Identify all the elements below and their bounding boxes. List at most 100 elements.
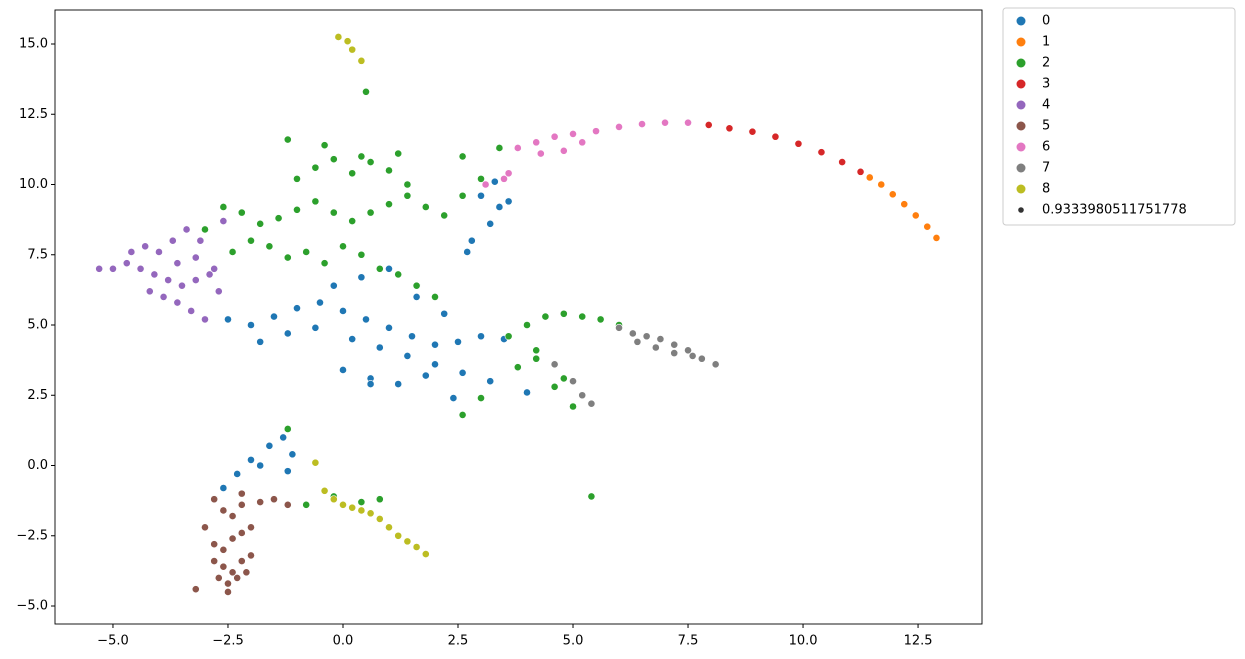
point (348, 503, 357, 512)
point (559, 374, 568, 383)
legend-marker (1016, 100, 1026, 110)
point (900, 200, 909, 209)
point (187, 307, 196, 315)
point (569, 130, 577, 138)
point (923, 222, 932, 231)
point (127, 248, 136, 256)
point (463, 248, 472, 256)
legend-label: 5 (1042, 119, 1050, 134)
point (541, 312, 550, 321)
point (228, 534, 237, 543)
point (596, 315, 605, 324)
point (320, 141, 329, 150)
point (247, 236, 255, 245)
point (348, 169, 357, 178)
point (458, 411, 467, 419)
point (366, 380, 375, 388)
point (375, 343, 384, 352)
point (233, 470, 242, 478)
point (587, 399, 596, 408)
point (122, 259, 131, 268)
point (219, 562, 228, 571)
point (247, 455, 255, 464)
point (191, 253, 200, 262)
point (205, 270, 214, 279)
point (684, 118, 692, 127)
point (270, 495, 278, 504)
y-tick-label: 15.0 (19, 37, 48, 52)
point (431, 360, 439, 369)
x-tick-label: −5.0 (97, 634, 129, 649)
point (311, 197, 320, 206)
point (550, 132, 559, 141)
point (339, 307, 347, 315)
point (283, 329, 292, 338)
point (256, 498, 265, 506)
point (661, 118, 669, 127)
point (638, 120, 646, 128)
point (366, 208, 375, 217)
point (191, 276, 200, 284)
point (311, 163, 320, 172)
point (210, 557, 219, 565)
point (136, 264, 145, 273)
point (592, 127, 600, 136)
point (467, 236, 476, 245)
legend-label: 1 (1042, 35, 1050, 50)
y-tick-label: 12.5 (19, 107, 48, 122)
point (155, 248, 163, 256)
point (302, 500, 311, 509)
point (339, 366, 347, 374)
point (477, 191, 485, 200)
point (357, 250, 366, 259)
point (224, 588, 232, 596)
point (228, 568, 237, 577)
point (569, 402, 577, 411)
point (242, 568, 251, 577)
x-tick-label: 12.5 (904, 634, 933, 649)
point (283, 467, 292, 476)
point (454, 337, 462, 346)
point (408, 332, 416, 341)
x-tick-label: 2.5 (448, 634, 469, 649)
point (219, 545, 228, 554)
point (670, 349, 679, 358)
point (477, 174, 485, 183)
point (375, 495, 384, 504)
point (270, 312, 278, 321)
point (651, 343, 660, 352)
point (513, 144, 522, 152)
point (293, 304, 301, 313)
legend-marker (1016, 79, 1026, 89)
point (513, 363, 522, 372)
x-tick-label: 7.5 (678, 634, 699, 649)
point (237, 208, 246, 217)
point (532, 346, 541, 355)
point (237, 557, 246, 565)
point (688, 352, 697, 360)
legend-label: 7 (1042, 161, 1050, 176)
point (237, 529, 246, 537)
point (311, 323, 320, 332)
point (504, 169, 513, 178)
legend-marker (1016, 58, 1026, 68)
point (182, 225, 191, 234)
point (329, 495, 338, 504)
point (704, 121, 713, 129)
point (711, 360, 720, 369)
point (348, 45, 357, 54)
legend-label: 0 (1042, 14, 1050, 29)
point (865, 173, 874, 182)
legend-box (1002, 7, 1236, 226)
point (523, 388, 531, 397)
point (95, 264, 104, 273)
point (256, 219, 265, 228)
y-tick-label: 0.0 (27, 458, 48, 473)
point (141, 242, 150, 251)
point (357, 506, 366, 515)
point (357, 152, 366, 161)
point (486, 377, 495, 386)
point (877, 180, 886, 189)
point (403, 191, 412, 200)
